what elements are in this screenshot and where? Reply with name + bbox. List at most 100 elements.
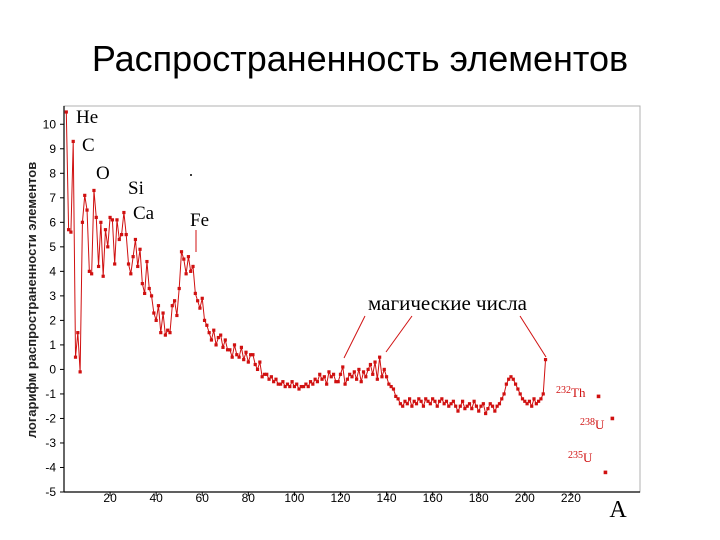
data-point <box>117 237 121 242</box>
data-point <box>214 343 218 347</box>
data-point <box>308 380 313 384</box>
x-tick-label: 100 <box>284 491 304 505</box>
data-point <box>170 304 174 308</box>
y-tick-label: -5 <box>45 485 56 499</box>
data-point <box>403 399 407 403</box>
data-point <box>182 257 186 261</box>
y-tick-label: 10 <box>43 117 57 131</box>
data-point <box>504 382 508 386</box>
y-tick-label: -3 <box>45 436 56 450</box>
data-point <box>230 355 234 359</box>
data-point <box>101 274 105 278</box>
data-point <box>502 392 506 396</box>
data-point <box>530 404 534 408</box>
data-point <box>336 380 340 384</box>
data-point <box>479 404 483 408</box>
data-point <box>447 404 451 408</box>
data-point <box>228 348 232 352</box>
data-point <box>424 397 428 401</box>
element-label-si: Si <box>128 178 144 199</box>
data-point <box>371 372 375 376</box>
data-point <box>223 338 227 342</box>
data-point <box>177 286 181 291</box>
data-point <box>311 382 315 386</box>
data-point <box>341 365 345 369</box>
data-point <box>456 409 460 413</box>
data-point <box>87 269 91 273</box>
data-point <box>269 375 273 379</box>
data-point <box>239 345 244 349</box>
data-point <box>327 370 331 374</box>
magic-pointer-2 <box>385 315 413 353</box>
isotope-points <box>596 394 615 475</box>
data-point <box>184 272 188 276</box>
data-point <box>149 294 154 298</box>
y-tick-label: 9 <box>49 142 56 156</box>
data-point <box>219 333 223 337</box>
data-point <box>299 384 303 389</box>
data-point <box>500 397 504 401</box>
data-point <box>242 358 246 362</box>
data-point <box>359 380 363 384</box>
y-tick-label: 4 <box>49 264 56 278</box>
x-tick-label: 40 <box>149 491 163 505</box>
data-point <box>426 399 430 403</box>
data-point <box>497 402 502 406</box>
data-point <box>490 404 495 408</box>
x-tick-label: 180 <box>469 491 489 505</box>
data-point <box>272 380 276 384</box>
data-point <box>108 215 112 220</box>
x-tick-label: 60 <box>196 491 210 505</box>
x-tick-label: 120 <box>330 491 350 505</box>
data-point <box>103 228 108 232</box>
data-point <box>437 399 442 403</box>
data-point <box>495 404 499 408</box>
data-point <box>249 353 253 357</box>
data-point <box>458 404 462 408</box>
data-point <box>168 331 172 335</box>
y-tick-label: -4 <box>45 460 56 474</box>
data-point <box>444 399 449 403</box>
data-point <box>126 262 131 266</box>
data-point <box>140 282 144 286</box>
data-point <box>398 402 402 406</box>
data-point <box>329 375 333 379</box>
data-point <box>244 350 248 354</box>
data-point <box>78 370 82 374</box>
data-point <box>205 323 209 327</box>
data-point <box>96 264 101 269</box>
data-point <box>166 328 170 332</box>
abundance-line <box>65 111 547 416</box>
element-label-o: O <box>96 163 110 184</box>
magic-pointer-3 <box>519 315 547 358</box>
y-tick-label: 8 <box>49 166 56 180</box>
data-point <box>523 399 527 403</box>
data-point <box>414 402 419 406</box>
data-point <box>92 188 96 193</box>
data-point <box>191 264 195 269</box>
y-tick-label: -1 <box>45 387 56 401</box>
data-point <box>274 377 278 381</box>
data-point <box>253 362 257 367</box>
data-point <box>71 139 75 144</box>
data-point <box>352 370 356 374</box>
data-point <box>290 380 294 384</box>
abundance-series-line <box>65 111 547 416</box>
element-label-ca: Ca <box>133 203 155 224</box>
data-point <box>518 392 522 396</box>
data-point <box>345 377 349 381</box>
data-point <box>235 353 239 357</box>
data-point <box>113 262 117 266</box>
data-point <box>209 338 214 342</box>
y-axis-label: логарифм распространенности элементов <box>24 162 39 438</box>
data-point <box>283 384 287 389</box>
y-tick-label: -2 <box>45 411 56 425</box>
data-point <box>325 382 329 386</box>
data-point <box>69 230 73 234</box>
element-label-fe: Fe <box>190 210 209 231</box>
data-point <box>172 299 177 303</box>
data-point <box>94 215 98 220</box>
data-point <box>537 399 541 403</box>
